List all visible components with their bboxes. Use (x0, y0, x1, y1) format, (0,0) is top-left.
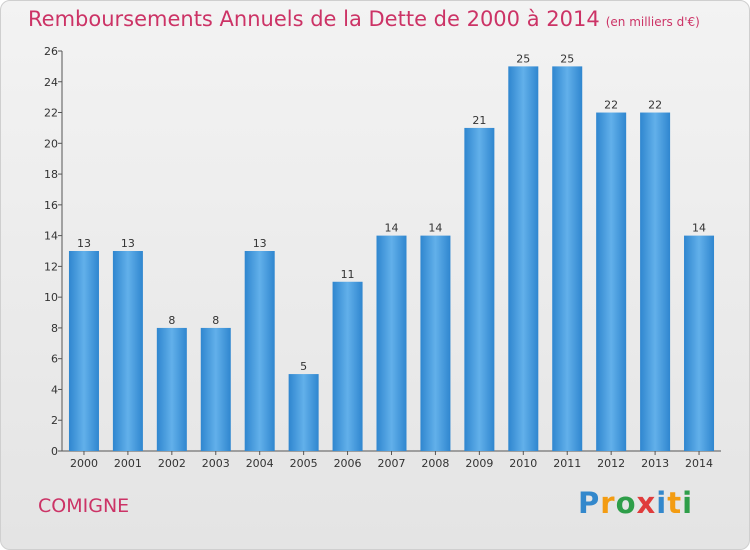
x-tick-label: 2011 (553, 457, 581, 470)
commune-name: COMIGNE (38, 495, 130, 517)
bar-value-label: 13 (77, 237, 91, 250)
x-tick-label: 2005 (290, 457, 318, 470)
y-tick-label: 10 (44, 291, 58, 304)
y-tick-label: 8 (51, 322, 58, 335)
bar-value-label: 13 (253, 237, 267, 250)
chart-title: Remboursements Annuels de la Dette de 20… (28, 7, 700, 31)
proxiti-logo: Proxiti (578, 486, 693, 520)
bar-value-label: 25 (516, 52, 530, 65)
y-tick-label: 0 (51, 445, 58, 458)
bar (508, 66, 539, 451)
x-tick-label: 2006 (334, 457, 362, 470)
y-tick-label: 24 (44, 76, 58, 89)
bar-value-label: 5 (300, 360, 307, 373)
bar-value-label: 22 (648, 99, 662, 112)
x-tick-label: 2009 (465, 457, 493, 470)
logo-letter: t (667, 486, 683, 520)
bar (376, 235, 407, 451)
bar-value-label: 13 (121, 237, 135, 250)
x-tick-label: 2002 (158, 457, 186, 470)
bar (112, 251, 143, 451)
bar (288, 374, 319, 451)
y-tick-label: 12 (44, 260, 58, 273)
bar-value-label: 14 (428, 222, 442, 235)
bar-value-label: 21 (472, 114, 486, 127)
bar-value-label: 8 (168, 314, 175, 327)
bar-value-label: 22 (604, 99, 618, 112)
bar (596, 112, 627, 452)
x-tick-label: 2014 (685, 457, 713, 470)
bar-value-label: 8 (212, 314, 219, 327)
y-tick-label: 16 (44, 199, 58, 212)
bar (156, 327, 187, 451)
y-tick-label: 6 (51, 353, 58, 366)
y-tick-label: 26 (44, 45, 58, 58)
x-tick-label: 2000 (70, 457, 98, 470)
bar (244, 251, 275, 451)
y-tick-label: 22 (44, 107, 58, 120)
x-tick-label: 2013 (641, 457, 669, 470)
bar (684, 235, 715, 451)
y-tick-label: 20 (44, 137, 58, 150)
bar (332, 281, 363, 451)
chart-title-main: Remboursements Annuels de la Dette de 20… (28, 7, 600, 31)
bar-value-label: 25 (560, 52, 574, 65)
logo-letter: r (600, 486, 616, 520)
x-tick-label: 2008 (421, 457, 449, 470)
bar (68, 251, 99, 451)
logo-letter: i (656, 486, 668, 520)
y-tick-label: 14 (44, 230, 58, 243)
x-tick-label: 2003 (202, 457, 230, 470)
bar (464, 127, 495, 451)
x-tick-label: 2007 (378, 457, 406, 470)
x-tick-label: 2010 (509, 457, 537, 470)
bar (552, 66, 583, 451)
bar-value-label: 14 (692, 222, 706, 235)
chart-subtitle: (en milliers d'€) (605, 15, 700, 29)
logo-letter: o (615, 486, 637, 520)
bar (420, 235, 451, 451)
bar-value-label: 11 (341, 268, 355, 281)
x-tick-label: 2004 (246, 457, 274, 470)
x-tick-label: 2001 (114, 457, 142, 470)
logo-letter: x (636, 486, 657, 520)
y-tick-label: 4 (51, 383, 58, 396)
logo-letter: i (682, 486, 694, 520)
y-tick-label: 2 (51, 414, 58, 427)
bar (640, 112, 671, 452)
logo-letter: P (578, 486, 601, 520)
bar (200, 327, 231, 451)
x-tick-label: 2012 (597, 457, 625, 470)
bar-value-label: 14 (385, 222, 399, 235)
y-tick-label: 18 (44, 168, 58, 181)
